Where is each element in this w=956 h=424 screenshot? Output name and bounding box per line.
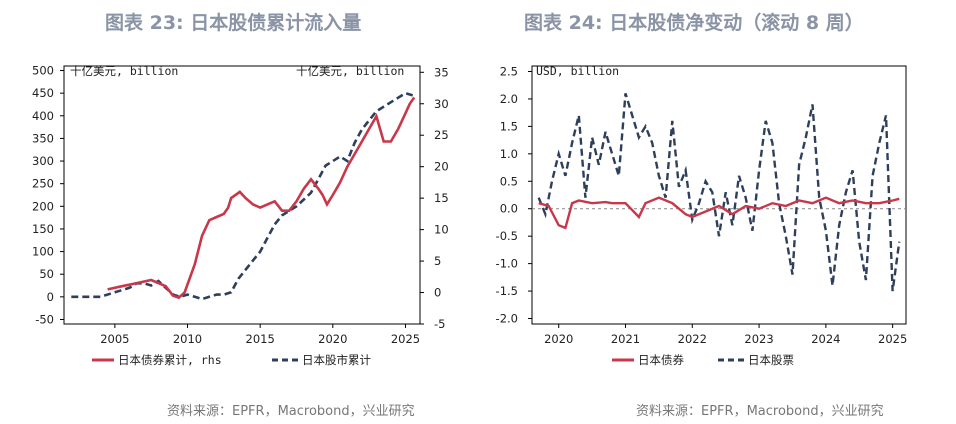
series-japan-bond-net-change (538, 196, 900, 230)
right-legend: 日本债券 日本股票 (612, 353, 794, 367)
right-plot-frame (531, 65, 907, 325)
legend-equity-label: 日本股市累计 (302, 353, 371, 367)
left-y-tick-label: 0 (47, 290, 54, 304)
right-y-tick-label: 5 (434, 254, 441, 268)
right-chart-x-tick-label: 2022 (678, 332, 707, 346)
legend-equity-label-2: 日本股票 (748, 353, 794, 367)
right-chart-y-tick-label: 1.0 (500, 147, 518, 161)
right-chart-y-tick-label: 2.5 (500, 64, 518, 78)
right-chart-x-tick-label: 2020 (544, 332, 573, 346)
legend-bond-label-2: 日本债券 (638, 353, 684, 367)
left-y-tick-label: 450 (32, 86, 54, 100)
left-chart-title: 图表 23: 日本股债累计流入量 (105, 12, 362, 34)
right-chart-y-tick-label: -1.0 (496, 257, 518, 271)
left-x-tick-label: 2025 (391, 332, 420, 346)
right-unit-label: 十亿美元, billion (296, 64, 404, 78)
right-y-tick-label: 0 (434, 286, 441, 300)
left-legend: 日本债券累计, rhs 日本股市累计 (92, 353, 371, 367)
left-y-tick-label: 400 (32, 109, 54, 123)
right-y-tick-label: 25 (434, 128, 449, 142)
right-y-tick-label: 20 (434, 160, 449, 174)
right-chart-y-tick-label: 0.0 (500, 202, 518, 216)
right-chart-title: 图表 24: 日本股债净变动（滚动 8 周） (524, 12, 864, 34)
right-chart-y-tick-label: -1.5 (496, 284, 518, 298)
right-chart-y-tick-label: 2.0 (500, 92, 518, 106)
right-y-tick-label: 10 (434, 223, 449, 237)
left-y-tick-label: 500 (32, 64, 54, 78)
left-y-tick-label: 350 (32, 131, 54, 145)
series-japan-equity-cumulative (71, 91, 414, 301)
right-chart-y-tick-label: -2.0 (496, 312, 518, 326)
series-japan-equity-net-change (537, 93, 901, 292)
right-chart-x-tick-label: 2021 (611, 332, 640, 346)
left-source-note: 资料来源：EPFR，Macrobond，兴业研究 (167, 404, 415, 419)
left-x-tick-label: 2010 (173, 332, 202, 346)
right-chart-x-tick-label: 2023 (744, 332, 773, 346)
right-chart-y-tick-label: 0.5 (500, 174, 518, 188)
right-chart-x-tick-label: 2025 (878, 332, 907, 346)
right-y-tick-label: 15 (434, 191, 449, 205)
right-chart-y-tick-label: 1.5 (500, 119, 518, 133)
left-y-tick-label: 300 (32, 154, 54, 168)
left-plot-frame (63, 65, 421, 325)
left-x-tick-label: 2015 (246, 332, 275, 346)
right-y-tick-label: 30 (434, 97, 449, 111)
left-y-tick-label: 200 (32, 199, 54, 213)
left-y-tick-label: 100 (32, 245, 54, 259)
right-y-tick-label: 35 (434, 65, 449, 79)
left-unit-label: 十亿美元, billion (70, 64, 178, 78)
right-chart-x-tick-label: 2024 (811, 332, 840, 346)
left-x-tick-label: 2005 (100, 332, 129, 346)
series-japan-bond-cumulative (107, 96, 416, 300)
left-x-tick-label: 2020 (318, 332, 347, 346)
right-source-note: 资料来源：EPFR，Macrobond，兴业研究 (636, 404, 884, 419)
left-y-tick-label: 50 (39, 267, 54, 281)
right-y-tick-label: -5 (434, 317, 445, 331)
left-y-tick-label: 250 (32, 177, 54, 191)
right-chart-unit-label: USD, billion (536, 64, 619, 78)
left-y-tick-label: -50 (35, 312, 54, 326)
left-y-tick-label: 150 (32, 222, 54, 236)
right-chart-y-tick-label: -0.5 (496, 229, 518, 243)
legend-bond-label: 日本债券累计, rhs (118, 353, 222, 367)
